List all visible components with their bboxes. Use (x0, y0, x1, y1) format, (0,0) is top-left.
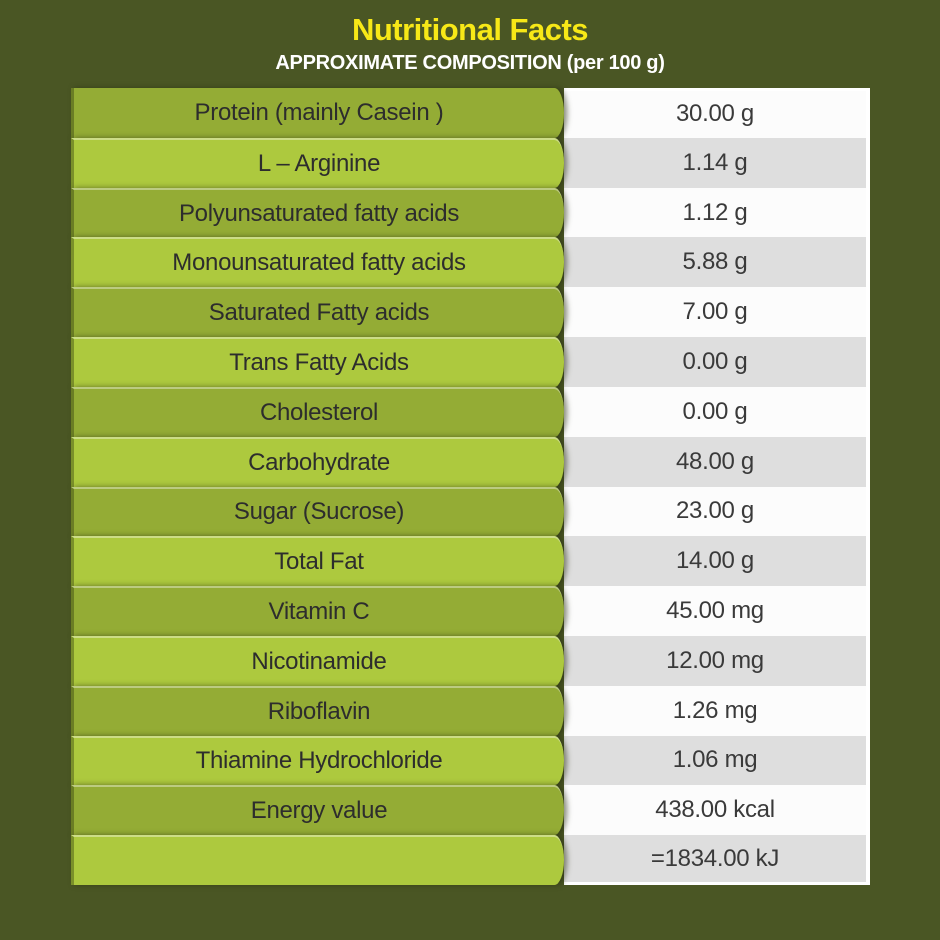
nutrient-label (71, 835, 564, 885)
table-row: Trans Fatty Acids 0.00 g (71, 337, 870, 387)
nutrient-value: 0.00 g (564, 386, 870, 437)
table-row: Sugar (Sucrose) 23.00 g (71, 486, 870, 537)
table-row: Monounsaturated fatty acids 5.88 g (71, 237, 870, 288)
nutrient-value: 7.00 g (564, 287, 870, 338)
facts-table: Protein (mainly Casein ) 30.00 g L – Arg… (71, 88, 870, 885)
table-row: Polyunsaturated fatty acids 1.12 g (71, 187, 870, 238)
nutrient-label: L – Arginine (71, 137, 564, 188)
nutrient-label: Total Fat (71, 536, 564, 587)
table-row: Cholesterol 0.00 g (71, 386, 870, 437)
page-subtitle: APPROXIMATE COMPOSITION (per 100 g) (275, 52, 665, 74)
nutrient-value: 1.14 g (564, 137, 870, 188)
nutrient-label: Vitamin C (71, 586, 564, 636)
nutrient-label: Energy value (71, 785, 564, 836)
nutrient-label: Cholesterol (71, 386, 564, 437)
nutrient-label: Saturated Fatty acids (71, 287, 564, 338)
nutrient-value: 23.00 g (564, 486, 870, 537)
nutrient-value: 1.26 mg (564, 685, 870, 736)
page-title: Nutritional Facts (351, 12, 589, 47)
nutrient-label: Thiamine Hydrochloride (71, 735, 564, 786)
nutrient-value: 45.00 mg (564, 586, 870, 636)
nutrient-value: 438.00 kcal (564, 785, 870, 836)
nutrient-label: Sugar (Sucrose) (71, 486, 564, 537)
table-row: Protein (mainly Casein ) 30.00 g (71, 88, 870, 138)
nutrient-value: 0.00 g (564, 337, 870, 387)
nutrient-label: Polyunsaturated fatty acids (71, 187, 564, 238)
nutrient-value: 1.06 mg (564, 735, 870, 786)
header: Nutritional Facts APPROXIMATE COMPOSITIO… (0, 12, 940, 75)
nutrient-label: Protein (mainly Casein ) (71, 88, 564, 138)
nutrient-label: Trans Fatty Acids (71, 337, 564, 387)
nutrient-value: 48.00 g (564, 436, 870, 487)
table-row: L – Arginine 1.14 g (71, 137, 870, 188)
table-row: Total Fat 14.00 g (71, 536, 870, 587)
table-row: Carbohydrate 48.00 g (71, 436, 870, 487)
nutrient-label: Monounsaturated fatty acids (71, 237, 564, 288)
table-row: =1834.00 kJ (71, 835, 870, 885)
nutrient-label: Carbohydrate (71, 436, 564, 487)
table-row: Thiamine Hydrochloride 1.06 mg (71, 735, 870, 786)
table-row: Vitamin C 45.00 mg (71, 586, 870, 636)
nutrient-value: 12.00 mg (564, 635, 870, 686)
nutrient-value: 30.00 g (564, 88, 870, 138)
nutrient-value: 14.00 g (564, 536, 870, 587)
table-row: Energy value 438.00 kcal (71, 785, 870, 836)
nutrient-value: 1.12 g (564, 187, 870, 238)
table-row: Nicotinamide 12.00 mg (71, 635, 870, 686)
table-row: Riboflavin 1.26 mg (71, 685, 870, 736)
nutrient-value: 5.88 g (564, 237, 870, 288)
nutrient-label: Riboflavin (71, 685, 564, 736)
table-row: Saturated Fatty acids 7.00 g (71, 287, 870, 338)
nutrient-label: Nicotinamide (71, 635, 564, 686)
nutrient-value: =1834.00 kJ (564, 835, 870, 885)
